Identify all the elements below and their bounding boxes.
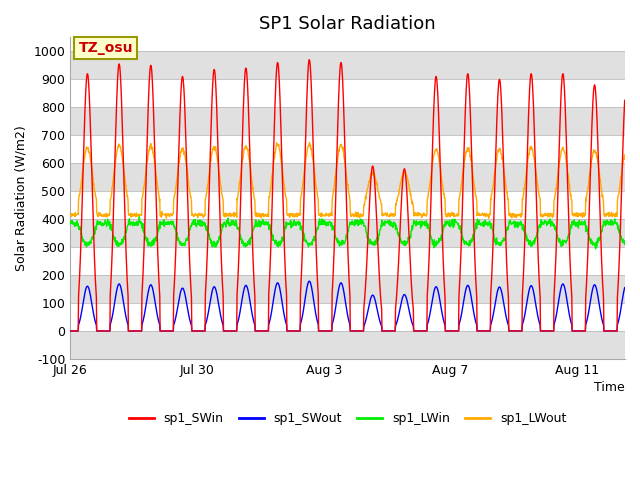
Bar [70,163,625,191]
Bar [70,107,625,135]
Bar [70,331,625,359]
Y-axis label: Solar Radiation (W/m2): Solar Radiation (W/m2) [15,125,28,271]
Legend: sp1_SWin, sp1_SWout, sp1_LWin, sp1_LWout: sp1_SWin, sp1_SWout, sp1_LWin, sp1_LWout [124,407,572,430]
Bar [70,219,625,247]
Bar [70,275,625,303]
Text: TZ_osu: TZ_osu [79,41,133,55]
Text: Time: Time [595,382,625,395]
Bar [70,51,625,79]
Title: SP1 Solar Radiation: SP1 Solar Radiation [259,15,436,33]
